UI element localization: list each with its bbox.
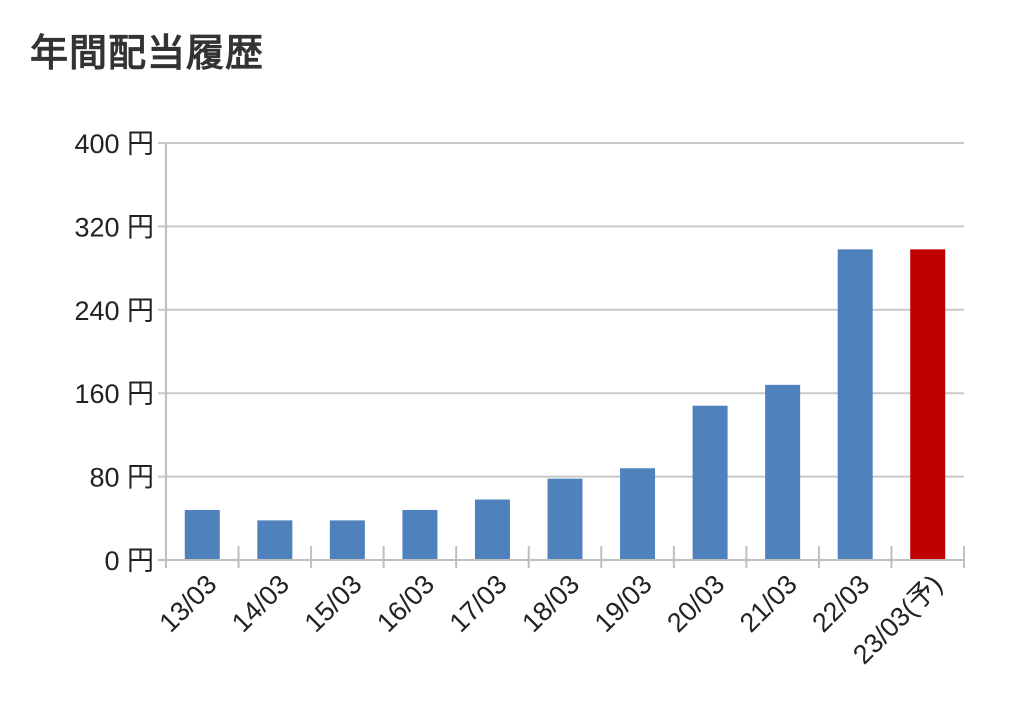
bar: [474, 499, 510, 560]
bar: [692, 405, 728, 560]
x-tick-label: 19/03: [589, 569, 658, 638]
bar: [329, 520, 365, 560]
bar: [910, 249, 946, 560]
y-tick-label: 240 円: [74, 296, 154, 326]
y-tick-label: 80 円: [89, 463, 154, 493]
bar: [837, 249, 873, 560]
y-tick-label: 320 円: [74, 212, 154, 242]
x-tick-label: 17/03: [444, 569, 513, 638]
chart-title: 年間配当履歴: [30, 31, 265, 75]
x-tick-label: 13/03: [154, 569, 223, 638]
y-tick-label: 160 円: [74, 379, 154, 409]
x-tick-label: 14/03: [226, 569, 295, 638]
bar: [620, 468, 656, 560]
bar: [184, 509, 220, 560]
x-tick-label: 15/03: [299, 569, 368, 638]
bars: [184, 249, 946, 560]
bar: [547, 478, 583, 560]
bar: [402, 509, 438, 560]
y-tick-labels: 0 円 80 円 160 円 240 円 320 円 400 円: [74, 129, 154, 576]
gridlines: [158, 142, 964, 478]
x-tick-label: 18/03: [516, 569, 585, 638]
x-tick-label: 21/03: [734, 569, 803, 638]
x-tick-labels: 13/03 14/03 15/03 16/03 17/03 18/03 19/03 20/03…: [154, 569, 948, 670]
y-tick-label: 400 円: [74, 129, 154, 159]
bar: [257, 520, 293, 560]
x-tick-label: 20/03: [661, 569, 730, 638]
x-tick-label: 16/03: [371, 569, 440, 638]
axes: [158, 143, 965, 568]
y-tick-label: 0 円: [104, 546, 154, 576]
bar: [765, 384, 801, 560]
x-tick-label: 22/03: [806, 569, 875, 638]
